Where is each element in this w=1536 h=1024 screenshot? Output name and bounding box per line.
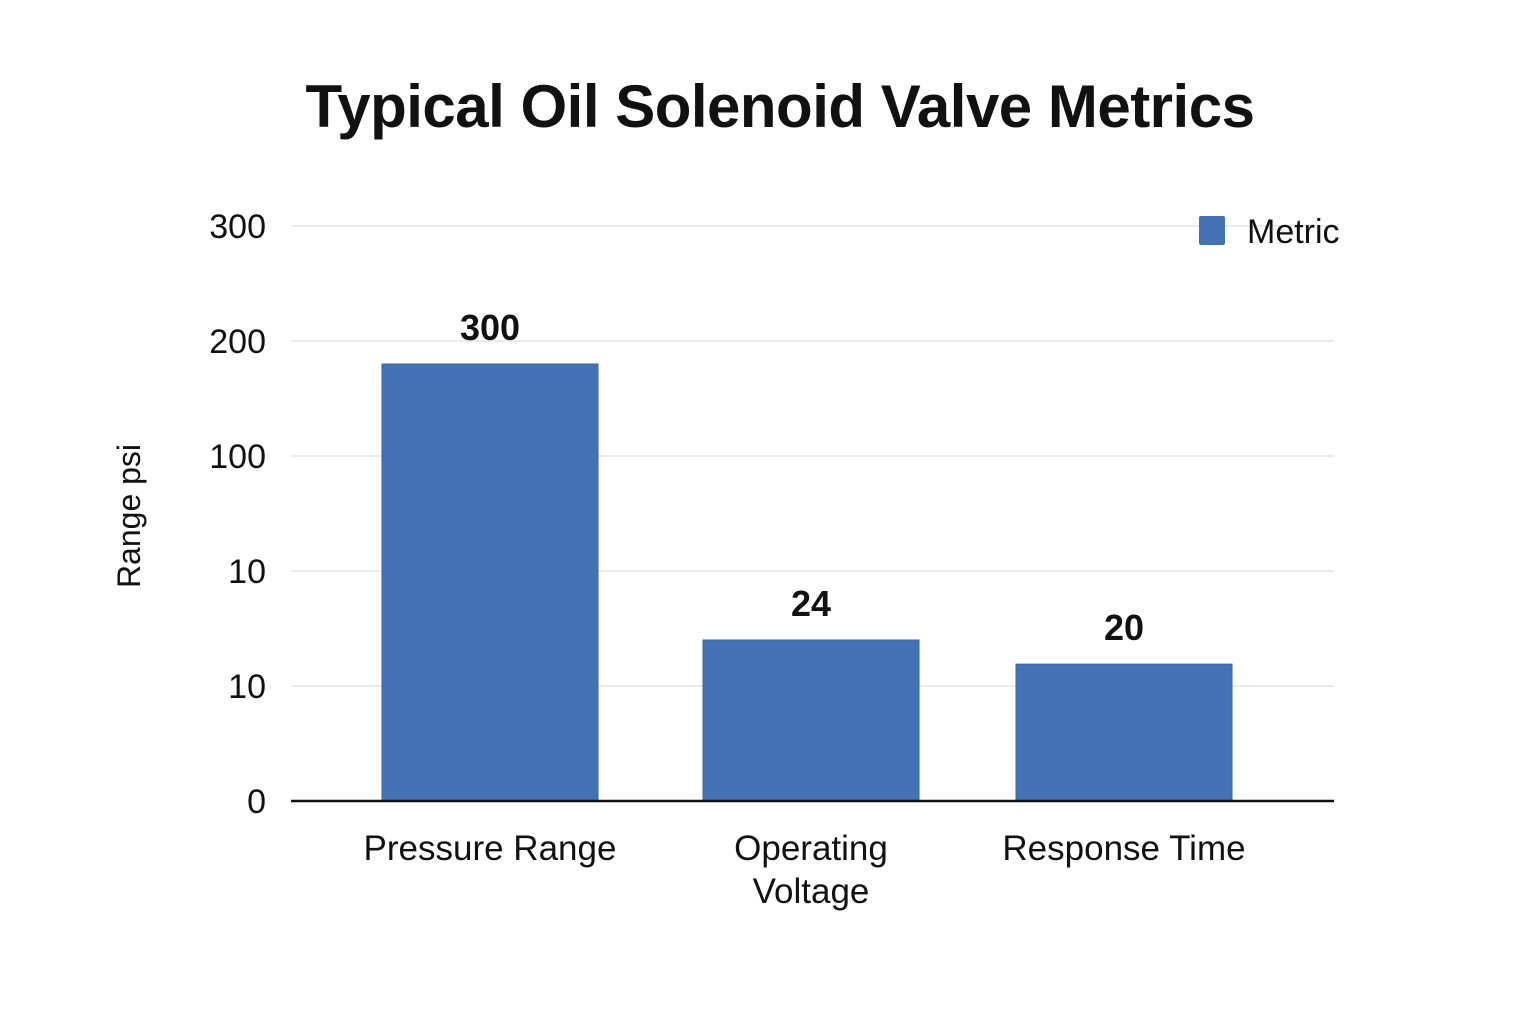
legend-swatch bbox=[1199, 216, 1225, 245]
y-tick-label: 200 bbox=[209, 323, 266, 361]
bar-value-label: 300 bbox=[460, 307, 520, 348]
y-tick-label: 10 bbox=[228, 668, 266, 706]
x-category-label: Operating bbox=[734, 829, 888, 868]
bar-value-label: 20 bbox=[1104, 607, 1144, 648]
y-tick-label: 300 bbox=[209, 208, 266, 246]
y-axis-ticks: 0 10 10 100 200 300 bbox=[209, 208, 266, 821]
y-axis-title: Range psi bbox=[111, 444, 147, 588]
bars bbox=[381, 363, 1233, 802]
bar bbox=[702, 639, 920, 802]
bar bbox=[1015, 663, 1233, 802]
legend-label: Metric bbox=[1247, 213, 1340, 251]
legend: Metric bbox=[1199, 213, 1340, 251]
x-category-label: Response Time bbox=[1002, 829, 1245, 868]
chart-title: Typical Oil Solenoid Valve Metrics bbox=[305, 73, 1255, 140]
y-tick-label: 10 bbox=[228, 553, 266, 591]
data-labels: 300 24 20 bbox=[460, 307, 1144, 648]
x-category-label: Pressure Range bbox=[364, 829, 617, 868]
bar bbox=[381, 363, 599, 802]
y-tick-label: 100 bbox=[209, 438, 266, 476]
x-category-label: Voltage bbox=[753, 872, 870, 911]
y-tick-label: 0 bbox=[247, 783, 266, 821]
bar-value-label: 24 bbox=[791, 583, 831, 624]
x-axis-categories: Pressure Range Operating Voltage Response T… bbox=[364, 829, 1246, 911]
